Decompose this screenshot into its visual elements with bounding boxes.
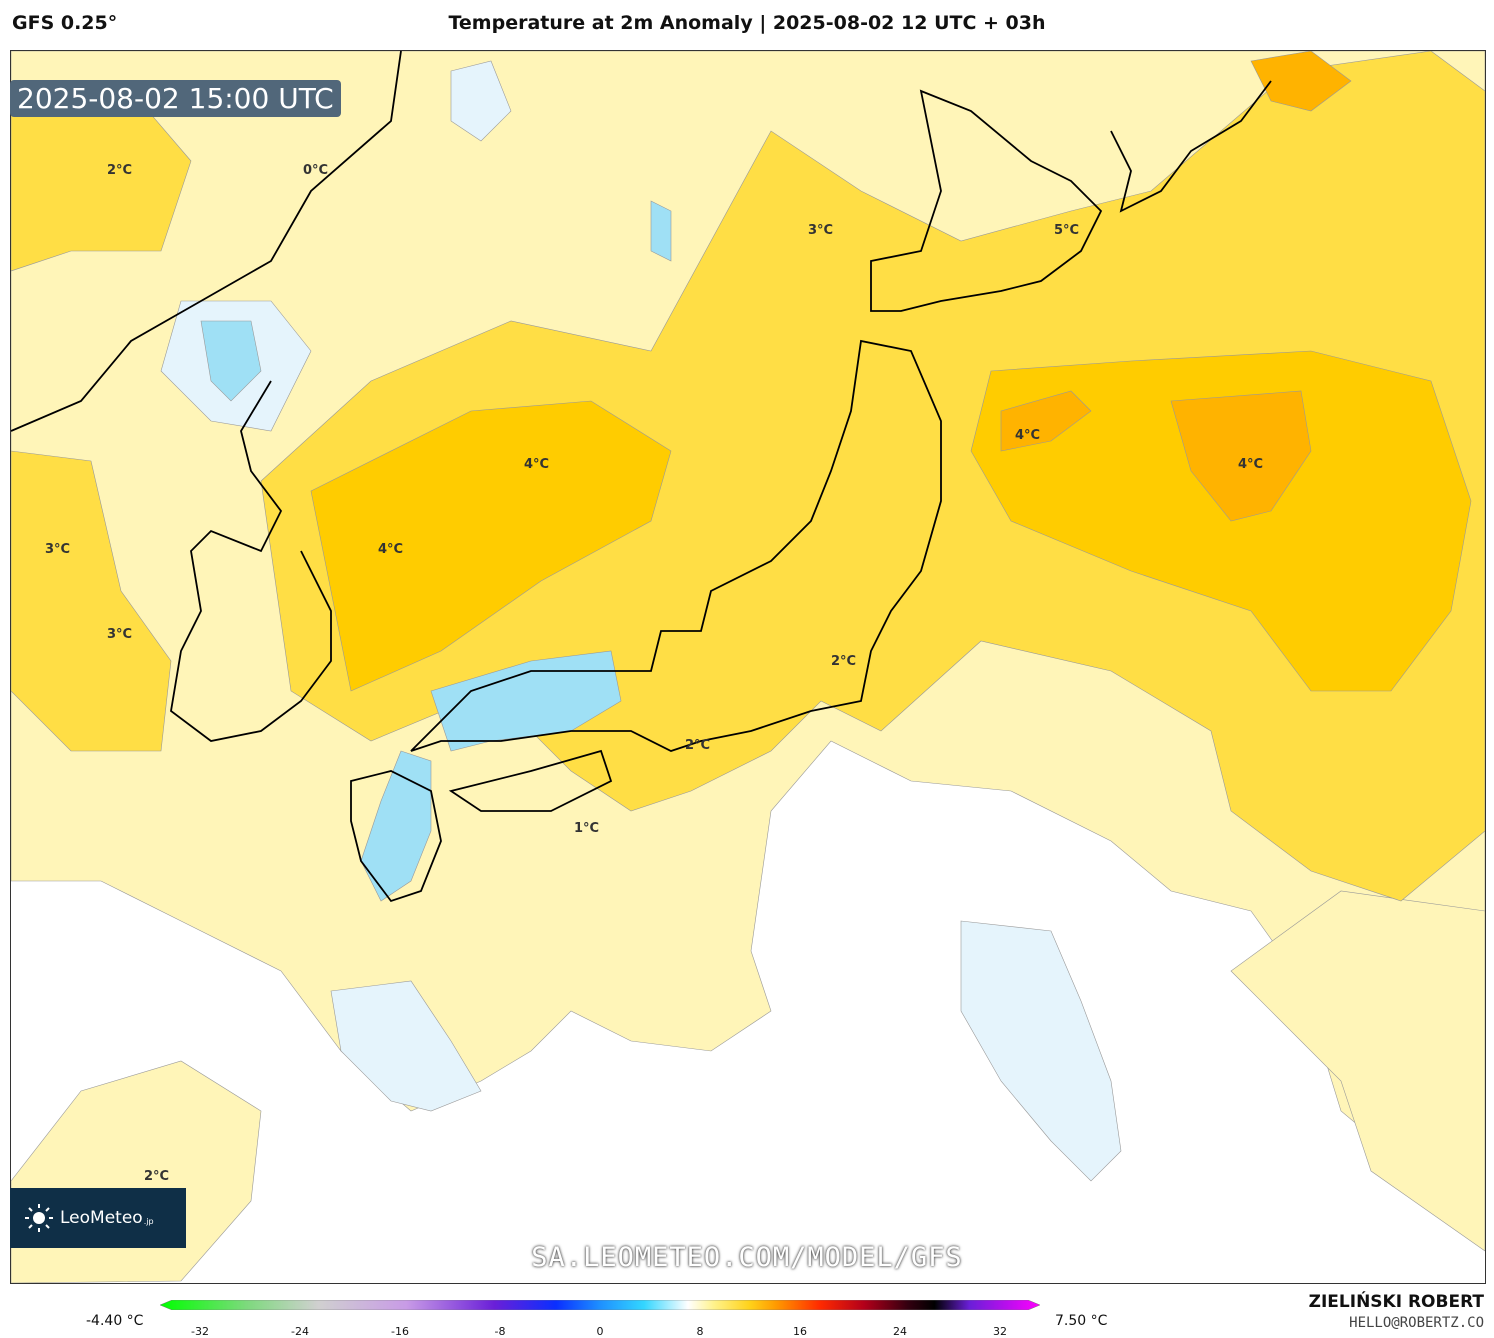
warm-field-hot-west [1000,390,1092,452]
contour-label: 4°C [524,457,550,472]
coastline-asia [11,51,402,432]
contour-label: 3°C [808,223,834,238]
warm-field-east [1230,890,1485,1252]
warm-field-korea-west [11,450,172,752]
contour-label: 0°C [303,163,329,178]
author-email[interactable]: HELLO@ROBERTZ.CO [1349,1315,1484,1331]
cool-field-chugoku [430,650,622,752]
colorbar-tick: -16 [391,1325,409,1338]
contour-label: 5°C [1054,223,1080,238]
coastline-shikoku [448,749,613,812]
colorbar-tick: -32 [191,1325,209,1338]
chart-title: Temperature at 2m Anomaly | 2025-08-02 1… [448,12,1046,34]
cool-field-kyushu [360,750,432,902]
cool-field-sea [650,200,672,262]
cool-field-south [960,920,1122,1182]
sun-icon [25,1204,53,1232]
colorbar-tick: 16 [793,1325,807,1338]
colorbar-tick: 0 [596,1325,604,1338]
colorbar [160,1300,1040,1310]
logo-suffix: .jp [143,1216,154,1226]
cool-field-north [450,60,512,142]
coastlines [11,51,1272,903]
cool-field-korea-inner [200,320,262,402]
colorbar-max: 7.50 °C [1055,1313,1108,1329]
warm-field-hot-east [1170,390,1312,522]
anomaly-fields [11,51,1485,1283]
colorbar-tick: 8 [696,1325,704,1338]
map-canvas [11,51,1485,1283]
website-watermark[interactable]: SA.LEOMETEO.COM/MODEL/GFS [531,1242,963,1273]
warm-field-strong-sea [310,400,672,692]
anomaly-map: 2°C 0°C 3°C 5°C 4°C 4°C 4°C 4°C 3°C 3°C … [10,50,1486,1284]
contour-label: 4°C [1015,428,1041,443]
colorbar-tick: -8 [494,1325,506,1338]
contour-label: 2°C [107,163,133,178]
coastline-kyushu [350,770,442,903]
coastline-sakhalin [1110,80,1272,213]
contour-label: 4°C [1238,457,1264,472]
colorbar-tick: -24 [291,1325,309,1338]
contour-label: 2°C [144,1169,170,1184]
warm-field-strong-east [970,350,1472,692]
cool-field-ryukyu [330,980,482,1112]
contour-label: 1°C [574,821,600,836]
colorbar-tick: 24 [893,1325,907,1338]
leometeo-logo[interactable]: LeoMeteo .jp [10,1188,186,1248]
colorbar-min: -4.40 °C [86,1313,144,1329]
coastline-korea [170,380,332,742]
colorbar-tick: 32 [993,1325,1007,1338]
logo-name: LeoMeteo [60,1208,143,1228]
coastline-honshu [410,339,942,752]
contour-label: 3°C [107,627,133,642]
contour-label: 2°C [831,654,857,669]
contour-label: 4°C [378,542,404,557]
model-name: GFS 0.25° [12,12,118,34]
coastline-hokkaido [870,89,1103,312]
author-name: ZIELIŃSKI ROBERT [1308,1292,1484,1312]
warm-field-hot-north [1250,51,1352,112]
contour-label: 3°C [45,542,71,557]
contour-label: 2°C [685,738,711,753]
valid-time-badge: 2025-08-02 15:00 UTC [10,80,341,117]
